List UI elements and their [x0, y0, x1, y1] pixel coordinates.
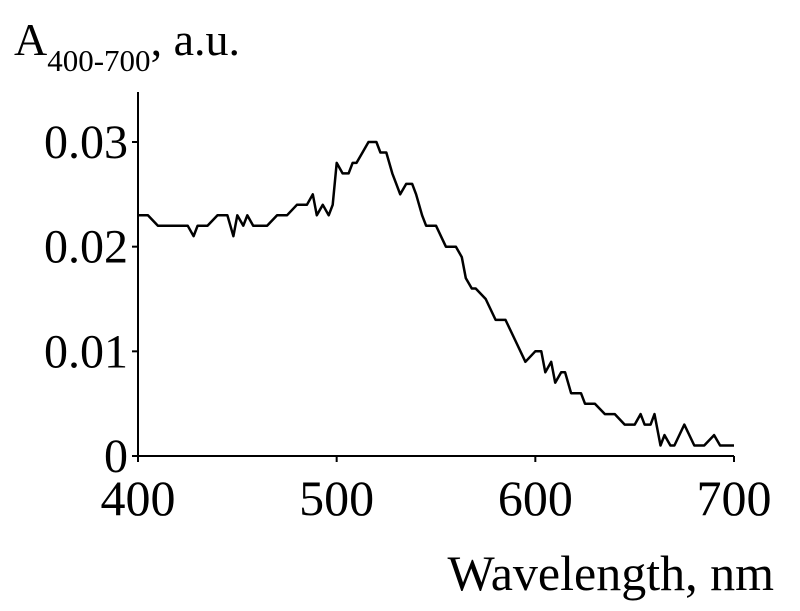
series-group: [138, 140, 734, 447]
y-axis-label-main: A: [14, 14, 47, 65]
y-axis-label-unit: , a.u.: [151, 14, 240, 65]
y-axis-label-subscript: 400-700: [47, 43, 150, 78]
axes: [137, 92, 734, 457]
x-tick-label: 600: [498, 470, 573, 526]
y-ticks: 0 0.01 0.02 0.03: [44, 116, 138, 483]
x-tick-label: 500: [299, 470, 374, 526]
y-tick-label: 0.01: [44, 325, 128, 378]
x-tick-label: 400: [101, 470, 176, 526]
series-line: [138, 140, 734, 447]
x-tick-label: 700: [697, 470, 772, 526]
y-axis-label: A400-700, a.u.: [14, 14, 240, 78]
y-tick-label: 0.02: [44, 221, 128, 274]
x-axis-label: Wavelength, nm: [448, 545, 775, 601]
y-tick-label: 0.03: [44, 116, 128, 169]
x-ticks: 400 500 600 700: [101, 456, 772, 526]
y-tick-label: 0: [104, 430, 128, 483]
